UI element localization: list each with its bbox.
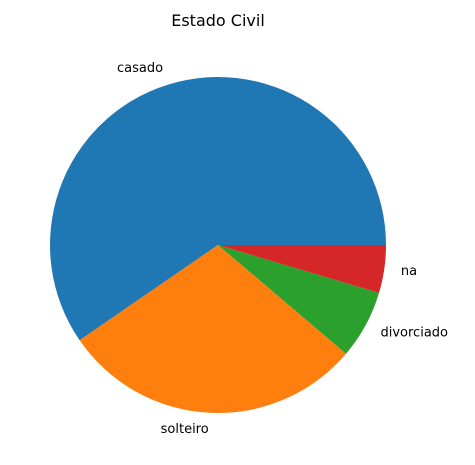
pie-slice-solteiro bbox=[79, 245, 347, 413]
pie-labels: casado solteiro divorciado na bbox=[117, 61, 448, 437]
chart-title: Estado Civil bbox=[171, 11, 265, 30]
pie-slice-na bbox=[218, 245, 386, 293]
pie-label-na: na bbox=[401, 264, 417, 279]
pie-slice-divorciado bbox=[218, 245, 380, 354]
pie-slice-casado bbox=[49, 77, 386, 341]
pie-label-solteiro: solteiro bbox=[161, 422, 209, 437]
pie-label-casado: casado bbox=[117, 61, 163, 76]
pie-label-divorciado: divorciado bbox=[380, 326, 448, 341]
pie-slices bbox=[49, 77, 386, 413]
